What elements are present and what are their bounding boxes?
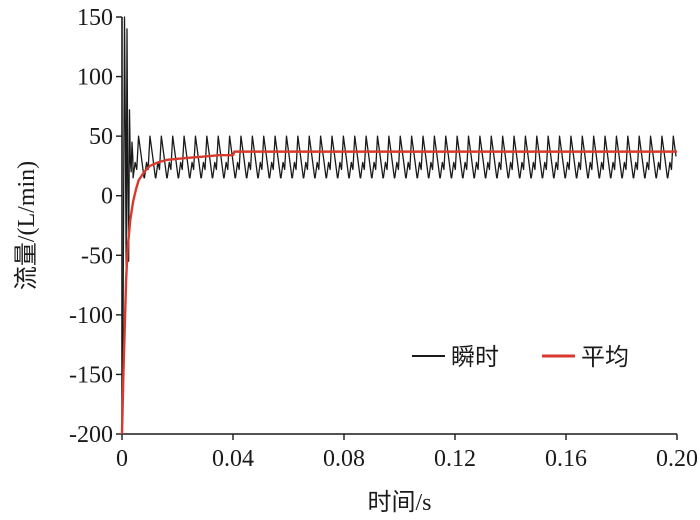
x-tick-label: 0.12 [434, 446, 476, 472]
legend: 瞬时 平均 [412, 344, 629, 371]
x-tick-label: 0.04 [212, 446, 254, 472]
y-axis-title: 流量/(L/min) [13, 161, 40, 290]
y-tick-label: 0 [101, 184, 113, 210]
x-tick-label: 0.16 [545, 446, 587, 472]
x-tick-label: 0.08 [323, 446, 365, 472]
y-tick-label: -200 [69, 422, 113, 448]
series-layer [120, 16, 677, 435]
y-tick-label: 150 [77, 5, 113, 31]
series-average-line [120, 150, 677, 435]
x-tick-label: 0 [116, 446, 128, 472]
x-axis-title: 时间/s [367, 489, 431, 516]
legend-label-instantaneous: 瞬时 [451, 344, 499, 371]
x-tick-label: 0.20 [656, 446, 698, 472]
y-tick-label: -150 [69, 362, 113, 388]
y-tick-label: -100 [69, 303, 113, 329]
legend-label-average: 平均 [581, 344, 629, 371]
y-tick-label: -50 [81, 243, 113, 269]
y-tick-label: 50 [89, 124, 113, 150]
y-tick-label: 100 [77, 65, 113, 91]
series-instantaneous-line [121, 16, 677, 435]
